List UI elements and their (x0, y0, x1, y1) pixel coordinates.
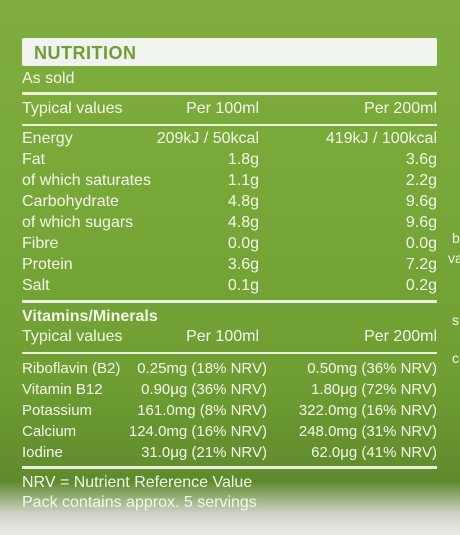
value-per-200ml: 0.0g (405, 235, 437, 252)
vitamin-name: Calcium (22, 423, 77, 440)
value-per-200ml: 1.80μg (72% NRV) (311, 381, 437, 398)
nutrient-name: Carbohydrate (22, 193, 119, 210)
nutrient-name: Fat (22, 151, 46, 168)
nutrition-label: NUTRITION As sold Typical values Per 100… (12, 28, 444, 511)
nutrient-name: Energy (22, 130, 73, 147)
divider (22, 124, 437, 126)
value-per-200ml: 419kJ / 100kcal (325, 130, 437, 147)
nutrient-name: of which saturates (22, 172, 151, 189)
value-per-100ml: 0.90μg (36% NRV) (141, 381, 267, 398)
value-per-100ml: 1.1g (227, 172, 259, 189)
table-row: Salt 0.1g 0.2g (22, 277, 437, 297)
servings-note: Pack contains approx. 5 servings (22, 494, 257, 511)
value-per-100ml: 161.0mg (8% NRV) (137, 402, 267, 419)
edge-text: s (452, 312, 459, 328)
basis-text: As sold (22, 70, 75, 87)
value-per-100ml: 1.8g (227, 151, 259, 168)
value-per-100ml: 209kJ / 50kcal (156, 130, 259, 147)
table-row: Fat 1.8g 3.6g (22, 151, 437, 171)
nutrient-name: Salt (22, 277, 50, 294)
table-row: Potassium 161.0mg (8% NRV) 322.0mg (16% NR… (22, 402, 437, 422)
value-per-100ml: 0.0g (227, 235, 259, 252)
table-row: Iodine 31.0μg (21% NRV) 62.0μg (41% NRV) (22, 444, 437, 464)
value-per-200ml: 2.2g (405, 172, 437, 189)
value-per-100ml: 0.1g (227, 277, 259, 294)
nutrition-title: NUTRITION (34, 43, 137, 63)
vitamin-name: Potassium (22, 402, 93, 419)
edge-text: c (452, 350, 459, 366)
table-row: Vitamin B12 0.90μg (36% NRV) 1.80μg (72% N… (22, 381, 437, 401)
value-per-200ml: 9.6g (405, 193, 437, 210)
vitamin-name: Vitamin B12 (22, 381, 103, 398)
vit-header-per-100ml: Per 100ml (186, 328, 259, 345)
nutrient-name: Protein (22, 256, 73, 273)
vit-header-per-200ml: Per 200ml (364, 328, 437, 345)
value-per-200ml: 248.0mg (31% NRV) (298, 423, 437, 440)
value-per-200ml: 322.0mg (16% NRV) (298, 402, 437, 419)
table-header-row: Typical values Per 100ml Per 200ml (22, 100, 437, 120)
table-row: Calcium 124.0mg (16% NRV) 248.0mg (31% NRV… (22, 423, 437, 443)
value-per-200ml: 3.6g (405, 151, 437, 168)
edge-text: va (448, 250, 460, 266)
value-per-200ml: 7.2g (405, 256, 437, 273)
vitamins-title: Vitamins/Minerals (22, 308, 158, 325)
value-per-100ml: 4.8g (227, 214, 259, 231)
table-row: Riboflavin (B2) 0.25mg (18% NRV) 0.50mg (3… (22, 360, 437, 380)
value-per-200ml: 62.0μg (41% NRV) (311, 444, 437, 461)
header-typical-values: Typical values (22, 100, 123, 117)
nutrient-name: Fibre (22, 235, 59, 252)
value-per-100ml: 3.6g (227, 256, 259, 273)
value-per-200ml: 0.50mg (36% NRV) (307, 360, 437, 377)
header-per-100ml: Per 100ml (186, 100, 259, 117)
vitamins-header-row: Typical values Per 100ml Per 200ml (22, 328, 437, 348)
divider (22, 92, 437, 95)
header-per-200ml: Per 200ml (364, 100, 437, 117)
table-row: of which saturates 1.1g 2.2g (22, 172, 437, 192)
edge-text: b (452, 230, 460, 246)
divider (22, 466, 437, 469)
nrv-note: NRV = Nutrient Reference Value (22, 474, 253, 491)
vit-header-typical-values: Typical values (22, 328, 123, 345)
divider (22, 300, 437, 303)
value-per-100ml: 0.25mg (18% NRV) (137, 360, 267, 377)
vitamin-name: Riboflavin (B2) (22, 360, 121, 377)
table-row: Energy 209kJ / 50kcal 419kJ / 100kcal (22, 130, 437, 150)
table-row: Fibre 0.0g 0.0g (22, 235, 437, 255)
table-row: of which sugars 4.8g 9.6g (22, 214, 437, 234)
value-per-100ml: 124.0mg (16% NRV) (128, 423, 267, 440)
value-per-200ml: 0.2g (405, 277, 437, 294)
divider (22, 352, 437, 354)
nutrition-header-bar: NUTRITION (22, 38, 437, 66)
value-per-100ml: 31.0μg (21% NRV) (141, 444, 267, 461)
vitamin-name: Iodine (22, 444, 63, 461)
table-row: Protein 3.6g 7.2g (22, 256, 437, 276)
nutrient-name: of which sugars (22, 214, 134, 231)
value-per-200ml: 9.6g (405, 214, 437, 231)
value-per-100ml: 4.8g (227, 193, 259, 210)
table-row: Carbohydrate 4.8g 9.6g (22, 193, 437, 213)
